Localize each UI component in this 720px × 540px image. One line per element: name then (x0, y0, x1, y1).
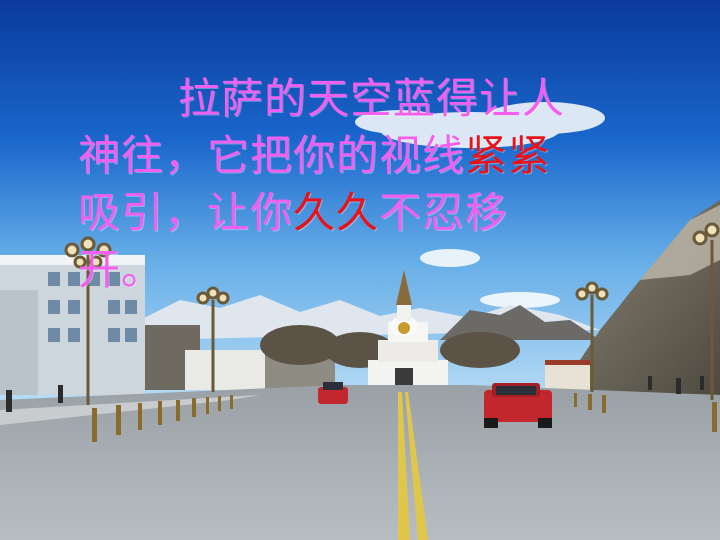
slide-caption: 拉萨的天空蓝得让人 神往，它把你的视线紧紧 吸引，让你久久不忍移 开。 (78, 70, 698, 298)
caption-line-3-text-a: 吸引，让你 (78, 188, 294, 237)
red-car-left (318, 382, 348, 404)
caption-line-4: 开。 (78, 245, 165, 294)
white-stupa (368, 270, 448, 388)
caption-line-3-text-b: 不忍移 (379, 188, 509, 237)
red-car-right (484, 383, 552, 428)
caption-line-3: 吸引，让你久久不忍移 (78, 184, 698, 241)
lane-markings (398, 392, 428, 540)
pedestrians (6, 376, 704, 412)
rocky-ridge (440, 305, 600, 340)
caption-highlight-2: 久久 (293, 188, 380, 237)
caption-highlight-1: 紧紧 (465, 131, 552, 180)
trees (260, 325, 520, 368)
caption-line-2: 神往，它把你的视线紧紧 (78, 127, 698, 184)
lamp-posts (64, 222, 720, 405)
bollards (92, 393, 717, 442)
clouds (355, 102, 605, 308)
caption-line-2-text: 神往，它把你的视线 (78, 131, 466, 180)
caption-line-1: 拉萨的天空蓝得让人 (178, 74, 566, 123)
